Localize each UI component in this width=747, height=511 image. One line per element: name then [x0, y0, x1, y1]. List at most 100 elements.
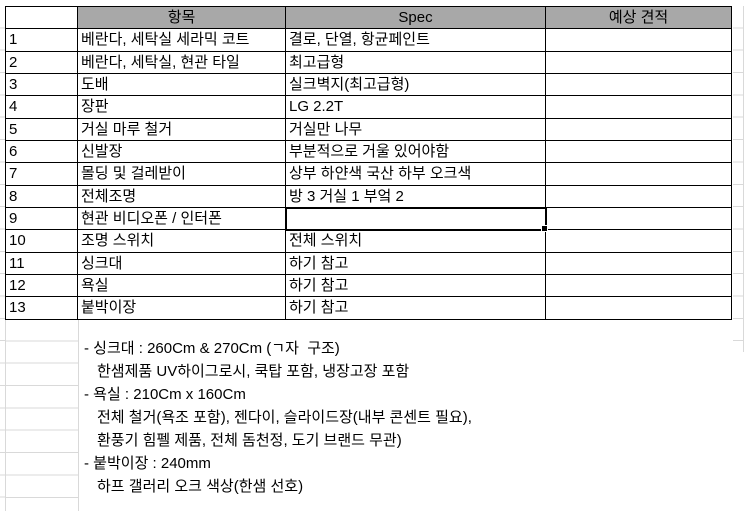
cell-num-row-13[interactable]: 13: [6, 297, 78, 320]
cell-text: 거실 마루 철거: [81, 120, 173, 138]
note-line[interactable]: - 욕실 : 210Cm x 160Cm: [84, 386, 246, 403]
cell-text: 도배: [81, 76, 109, 94]
cell-text: 욕실: [81, 277, 109, 295]
cell-item-row-2[interactable]: 베란다, 세탁실, 현관 타일: [78, 51, 286, 75]
cell-text: 전체 스위치: [289, 232, 363, 250]
cell-text: 실크벽지(최고급형): [289, 76, 410, 94]
cell-num-row-5[interactable]: 5: [6, 118, 78, 142]
cell-item-row-11[interactable]: 싱크대: [78, 252, 286, 276]
header-cell-number[interactable]: [6, 7, 78, 30]
note-line[interactable]: - 붙박이장 : 240mm: [84, 455, 211, 472]
cell-text: 6: [9, 143, 18, 161]
cell-num-row-12[interactable]: 12: [6, 275, 78, 298]
cell-spec-row-4[interactable]: LG 2.2T: [286, 96, 546, 119]
cell-text: LG 2.2T: [289, 98, 344, 116]
cell-text: 붙박이장: [81, 299, 137, 317]
cell-spec-row-3[interactable]: 실크벽지(최고급형): [286, 74, 546, 97]
fill-handle[interactable]: [541, 225, 548, 233]
cell-quote-row-13[interactable]: [546, 297, 732, 320]
cell-num-row-7[interactable]: 7: [6, 163, 78, 186]
cell-item-row-13[interactable]: 붙박이장: [78, 297, 286, 320]
cell-text: 1: [9, 31, 18, 49]
cell-item-row-10[interactable]: 조명 스위치: [78, 230, 286, 253]
cell-item-row-7[interactable]: 몰딩 및 걸레받이: [78, 163, 286, 186]
header-cell-item[interactable]: 항목: [78, 7, 286, 30]
cell-text: 거실만 나무: [289, 120, 363, 138]
cell-num-row-8[interactable]: 8: [6, 185, 78, 209]
cell-num-row-4[interactable]: 4: [6, 96, 78, 119]
cell-quote-row-12[interactable]: [546, 275, 732, 298]
cell-spec-row-1[interactable]: 결로, 단열, 항균페인트: [286, 29, 546, 52]
cell-item-row-6[interactable]: 신발장: [78, 141, 286, 164]
cell-quote-row-3[interactable]: [546, 74, 732, 97]
cell-text: 5: [9, 120, 18, 138]
cell-text: 전체조명: [81, 187, 137, 205]
note-line[interactable]: 전체 철거(욕조 포함), 젠다이, 슬라이드장(내부 콘센트 필요),: [97, 409, 472, 426]
cell-text: 몰딩 및 걸레받이: [81, 165, 186, 183]
cell-text: 8: [9, 187, 18, 205]
cell-text: 7: [9, 165, 18, 183]
cell-spec-row-10[interactable]: 전체 스위치: [286, 230, 546, 253]
cell-item-row-3[interactable]: 도배: [78, 74, 286, 97]
cell-spec-row-8[interactable]: 방 3 거실 1 부엌 2: [286, 185, 546, 209]
cell-quote-row-10[interactable]: [546, 230, 732, 253]
cell-text: 현관 비디오폰 / 인터폰: [81, 210, 222, 228]
gridlines-right-margin: [733, 6, 744, 352]
cell-quote-row-5[interactable]: [546, 118, 732, 142]
cell-spec-row-5[interactable]: 거실만 나무: [286, 118, 546, 142]
cell-text: 2: [9, 53, 18, 71]
cell-spec-row-12[interactable]: 하기 참고: [286, 275, 546, 298]
header-cell-spec[interactable]: Spec: [286, 7, 546, 30]
cell-text: 하기 참고: [289, 254, 349, 272]
note-line[interactable]: 환풍기 힘펠 제품, 전체 돔천정, 도기 브랜드 무관): [97, 432, 402, 449]
cell-item-row-1[interactable]: 베란다, 세탁실 세라믹 코트: [78, 29, 286, 52]
cell-spec-row-7[interactable]: 상부 하얀색 국산 하부 오크색: [286, 163, 546, 186]
cell-quote-row-9[interactable]: [546, 208, 732, 231]
cell-text: 하기 참고: [289, 277, 349, 295]
cell-text: 4: [9, 98, 18, 116]
cell-num-row-1[interactable]: 1: [6, 29, 78, 52]
gridlines-left-margin: [0, 6, 5, 511]
selected-cell[interactable]: [285, 207, 548, 233]
cell-text: 11: [9, 254, 25, 272]
note-line[interactable]: 한샘제품 UV하이그로시, 쿡탑 포함, 냉장고장 포함: [97, 363, 410, 380]
cell-text: 장판: [81, 98, 109, 116]
cell-text: 베란다, 세탁실 세라믹 코트: [81, 31, 250, 49]
cell-num-row-2[interactable]: 2: [6, 51, 78, 75]
cell-text: 신발장: [81, 143, 123, 161]
cell-quote-row-7[interactable]: [546, 163, 732, 186]
cell-item-row-4[interactable]: 장판: [78, 96, 286, 119]
cell-spec-row-2[interactable]: 최고급형: [286, 51, 546, 75]
cell-quote-row-11[interactable]: [546, 252, 732, 276]
note-line[interactable]: 하프 갤러리 오크 색상(한샘 선호): [97, 478, 304, 495]
cell-quote-row-2[interactable]: [546, 51, 732, 75]
cell-num-row-9[interactable]: 9: [6, 208, 78, 231]
cell-num-row-11[interactable]: 11: [6, 252, 78, 276]
notes-block: - 싱크대 : 260Cm & 270Cm (ㄱ자 구조) 한샘제품 UV하이그로…: [84, 337, 472, 498]
cell-text: 9: [9, 210, 18, 228]
cell-spec-row-6[interactable]: 부분적으로 거울 있어야함: [286, 141, 546, 164]
cell-quote-row-6[interactable]: [546, 141, 732, 164]
cell-num-row-3[interactable]: 3: [6, 74, 78, 97]
cell-quote-row-8[interactable]: [546, 185, 732, 209]
cell-num-row-10[interactable]: 10: [6, 230, 78, 253]
gridlines-below-table: [5, 319, 79, 511]
cell-quote-row-4[interactable]: [546, 96, 732, 119]
cell-text: 방 3 거실 1 부엌 2: [289, 187, 404, 205]
cell-text: 12: [9, 277, 26, 295]
cell-text: 결로, 단열, 항균페인트: [289, 31, 430, 49]
cell-text: 하기 참고: [289, 299, 349, 317]
cell-item-row-9[interactable]: 현관 비디오폰 / 인터폰: [78, 208, 286, 231]
cell-text: 10: [9, 232, 26, 250]
cell-spec-row-13[interactable]: 하기 참고: [286, 297, 546, 320]
note-line[interactable]: - 싱크대 : 260Cm & 270Cm (ㄱ자 구조): [84, 340, 340, 357]
cell-spec-row-11[interactable]: 하기 참고: [286, 252, 546, 276]
cell-item-row-8[interactable]: 전체조명: [78, 185, 286, 209]
cell-num-row-6[interactable]: 6: [6, 141, 78, 164]
header-cell-quote[interactable]: 예상 견적: [546, 7, 732, 30]
cell-text: 베란다, 세탁실, 현관 타일: [81, 53, 240, 71]
cell-item-row-12[interactable]: 욕실: [78, 275, 286, 298]
cell-text: 싱크대: [81, 254, 123, 272]
cell-item-row-5[interactable]: 거실 마루 철거: [78, 118, 286, 142]
cell-quote-row-1[interactable]: [546, 29, 732, 52]
